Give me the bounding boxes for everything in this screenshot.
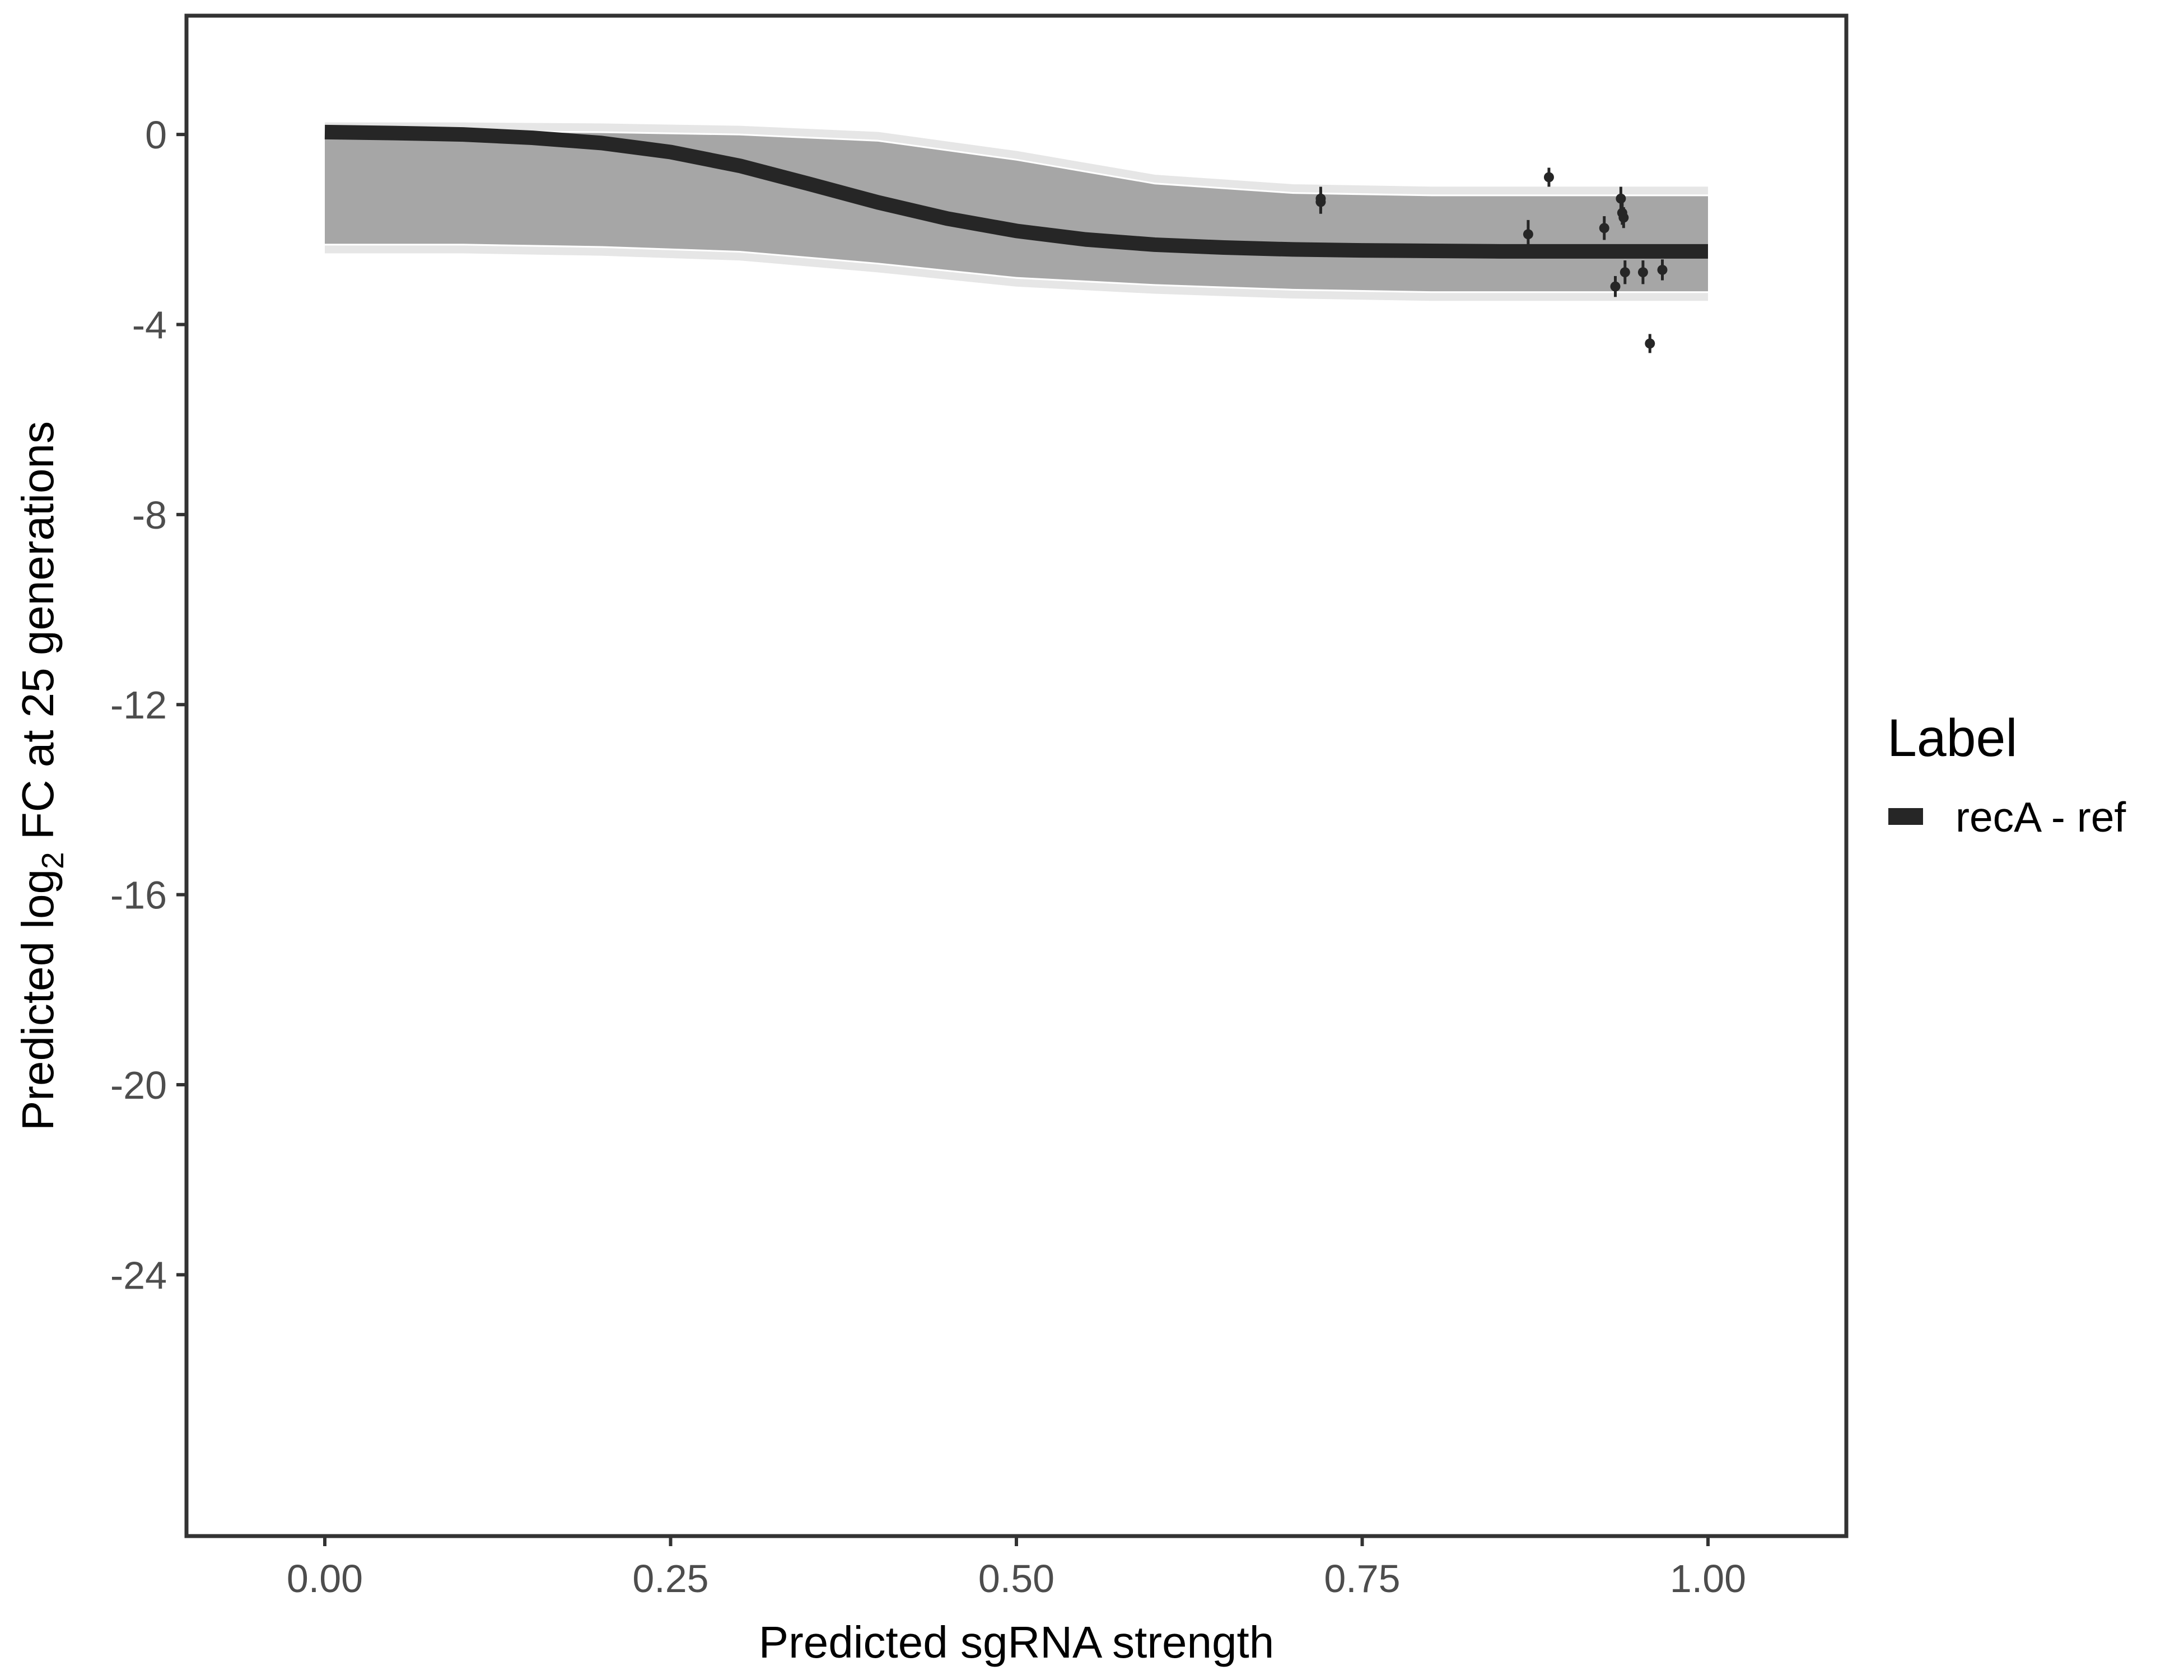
- x-tick-label: 0.75: [1324, 1557, 1400, 1600]
- x-axis-title: Predicted sgRNA strength: [759, 1617, 1274, 1667]
- series-lines: [324, 124, 1708, 259]
- band-upper-fringe: [325, 122, 1708, 195]
- y-axis-title-suffix: FC at 25 generations: [13, 421, 63, 852]
- observation-marker: [1315, 197, 1326, 207]
- observation-marker: [1637, 267, 1648, 278]
- y-tick-label: -20: [110, 1063, 167, 1107]
- x-tick-label: 0.25: [632, 1557, 708, 1600]
- y-axis-title-prefix: Predicted log: [13, 869, 63, 1131]
- x-tick-label: 0.50: [978, 1557, 1054, 1600]
- x-tick-label: 1.00: [1670, 1557, 1746, 1600]
- observation-point: [1599, 216, 1609, 240]
- y-axis: 0 -4 -8 -12 -16 -20 -24: [110, 113, 186, 1297]
- observation-point: [1618, 207, 1629, 228]
- y-tick-label: -8: [132, 493, 167, 537]
- observation-marker: [1610, 281, 1621, 292]
- legend: Label recA - ref: [1887, 708, 2126, 841]
- observation-marker: [1543, 172, 1554, 183]
- observation-marker: [1645, 338, 1655, 349]
- x-axis: 0.00 0.25 0.50 0.75 1.00: [287, 1536, 1746, 1600]
- observation-point: [1637, 260, 1648, 284]
- observation-point: [1657, 259, 1668, 281]
- y-tick-label: 0: [145, 113, 167, 157]
- x-tick-label: 0.00: [287, 1557, 363, 1600]
- observation-point: [1543, 167, 1554, 187]
- y-axis-title-subscript: 2: [35, 852, 70, 869]
- observation-marker: [1620, 267, 1630, 278]
- observation-point: [1315, 190, 1326, 214]
- y-axis-title: Predicted log2 FC at 25 generations: [13, 421, 70, 1131]
- observation-marker: [1618, 212, 1629, 223]
- y-tick-label: -4: [132, 303, 167, 347]
- observation-point: [1523, 220, 1533, 249]
- observation-points: [1315, 167, 1668, 353]
- observation-point: [1645, 334, 1655, 353]
- observation-point: [1610, 276, 1621, 297]
- legend-label-reca-ref: recA - ref: [1956, 794, 2126, 841]
- y-tick-label: -12: [110, 683, 167, 727]
- legend-key-reca-ref: [1888, 808, 1923, 825]
- band-lower-fringe: [325, 245, 1708, 301]
- uncertainty-band: [325, 122, 1708, 301]
- observation-point: [1620, 260, 1630, 284]
- y-tick-label: -24: [110, 1253, 167, 1297]
- legend-title: Label: [1887, 708, 2017, 768]
- series-line-0: [324, 124, 1708, 259]
- observation-marker: [1523, 229, 1533, 240]
- observation-marker: [1657, 264, 1668, 275]
- observation-marker: [1599, 223, 1609, 234]
- y-tick-label: -16: [110, 874, 167, 917]
